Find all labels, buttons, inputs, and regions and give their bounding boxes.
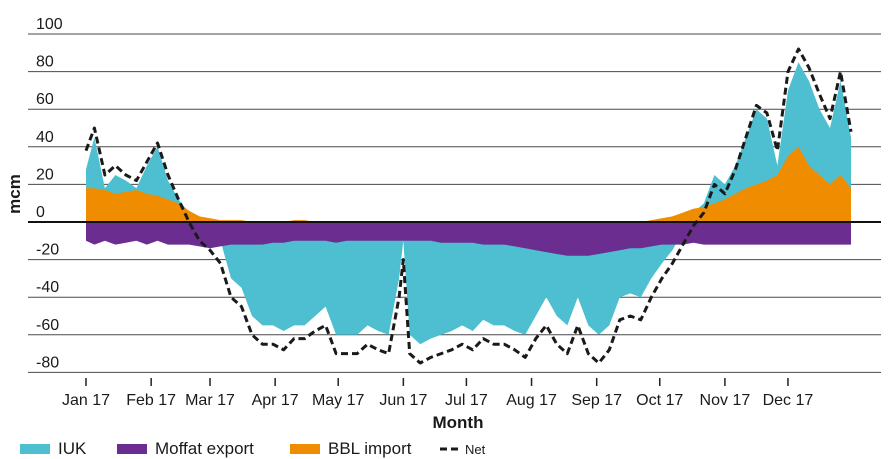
legend-item: BBL import (290, 439, 412, 458)
y-axis-title: mcm (5, 174, 24, 214)
x-tick-label: Nov 17 (700, 392, 751, 409)
y-tick-label: -40 (36, 279, 59, 296)
legend-item: Net (440, 442, 486, 457)
y-tick-label: -60 (36, 317, 59, 334)
x-tick-label: Mar 17 (185, 392, 235, 409)
y-tick-label: 0 (36, 204, 45, 221)
x-tick-label: May 17 (312, 392, 365, 409)
x-tick-label: Sep 17 (571, 392, 622, 409)
y-tick-label: 20 (36, 166, 54, 183)
legend-swatch (290, 444, 320, 454)
y-tick-label: -80 (36, 354, 59, 371)
x-tick-label: Jan 17 (62, 392, 110, 409)
legend-swatch (117, 444, 147, 454)
x-tick-label: Feb 17 (126, 392, 176, 409)
x-tick-label: Apr 17 (252, 392, 299, 409)
legend-label: IUK (58, 439, 87, 458)
y-tick-label: 60 (36, 91, 54, 108)
legend-item: IUK (20, 439, 87, 458)
x-tick-label: Jun 17 (379, 392, 427, 409)
legend-label: Moffat export (155, 439, 254, 458)
legend-label: Net (465, 442, 486, 457)
y-tick-label: -20 (36, 242, 59, 259)
x-tick-label: Oct 17 (636, 392, 683, 409)
y-tick-label: 80 (36, 54, 54, 71)
y-tick-label: 40 (36, 129, 54, 146)
legend: IUK Moffat export BBL import Net (20, 439, 486, 458)
legend-item: Moffat export (117, 439, 254, 458)
x-axis: Jan 17 Feb 17 Mar 17 Apr 17 May 17 Jun 17 Jul … (62, 378, 813, 409)
legend-swatch (20, 444, 50, 454)
y-tick-label: 100 (36, 16, 63, 33)
y-tick-labels: 100 80 60 40 20 0 -20 -40 -60 -80 (36, 16, 63, 371)
x-tick-label: Jul 17 (445, 392, 488, 409)
series-areas (86, 62, 851, 344)
x-tick-label: Aug 17 (506, 392, 557, 409)
x-tick-label: Dec 17 (763, 392, 814, 409)
legend-label: BBL import (328, 439, 412, 458)
x-axis-title: Month (433, 413, 484, 432)
